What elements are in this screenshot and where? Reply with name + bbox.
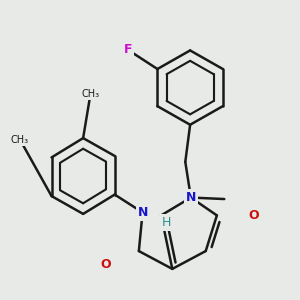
Text: O: O <box>249 208 259 221</box>
Text: CH₃: CH₃ <box>11 135 29 145</box>
Text: CH₃: CH₃ <box>82 88 100 98</box>
Text: N: N <box>186 191 196 204</box>
Text: F: F <box>124 43 132 56</box>
Text: H: H <box>161 216 171 229</box>
Text: O: O <box>100 258 111 271</box>
Text: N: N <box>137 206 148 219</box>
